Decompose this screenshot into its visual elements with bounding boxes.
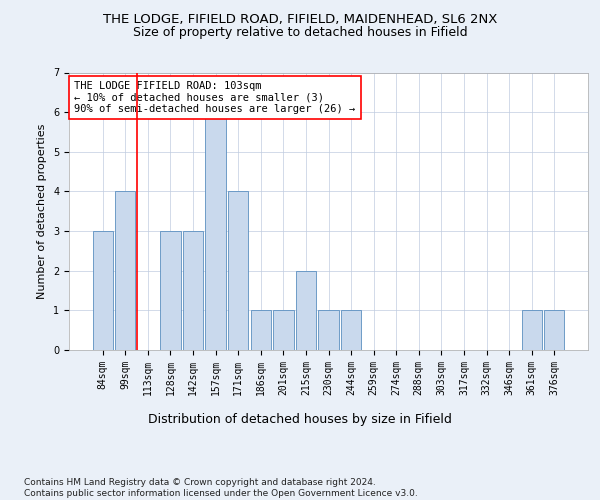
Text: Size of property relative to detached houses in Fifield: Size of property relative to detached ho… [133, 26, 467, 39]
Text: THE LODGE, FIFIELD ROAD, FIFIELD, MAIDENHEAD, SL6 2NX: THE LODGE, FIFIELD ROAD, FIFIELD, MAIDEN… [103, 12, 497, 26]
Text: Distribution of detached houses by size in Fifield: Distribution of detached houses by size … [148, 412, 452, 426]
Text: Contains HM Land Registry data © Crown copyright and database right 2024.
Contai: Contains HM Land Registry data © Crown c… [24, 478, 418, 498]
Bar [251, 310, 271, 350]
Bar [228, 192, 248, 350]
Y-axis label: Number of detached properties: Number of detached properties [37, 124, 47, 299]
Bar [183, 231, 203, 350]
Bar [544, 310, 565, 350]
Bar [521, 310, 542, 350]
Bar [273, 310, 293, 350]
Bar [92, 231, 113, 350]
Bar [160, 231, 181, 350]
Bar [115, 192, 136, 350]
Bar [205, 112, 226, 350]
Bar [341, 310, 361, 350]
Text: THE LODGE FIFIELD ROAD: 103sqm
← 10% of detached houses are smaller (3)
90% of s: THE LODGE FIFIELD ROAD: 103sqm ← 10% of … [74, 81, 355, 114]
Bar [319, 310, 338, 350]
Bar [296, 270, 316, 350]
